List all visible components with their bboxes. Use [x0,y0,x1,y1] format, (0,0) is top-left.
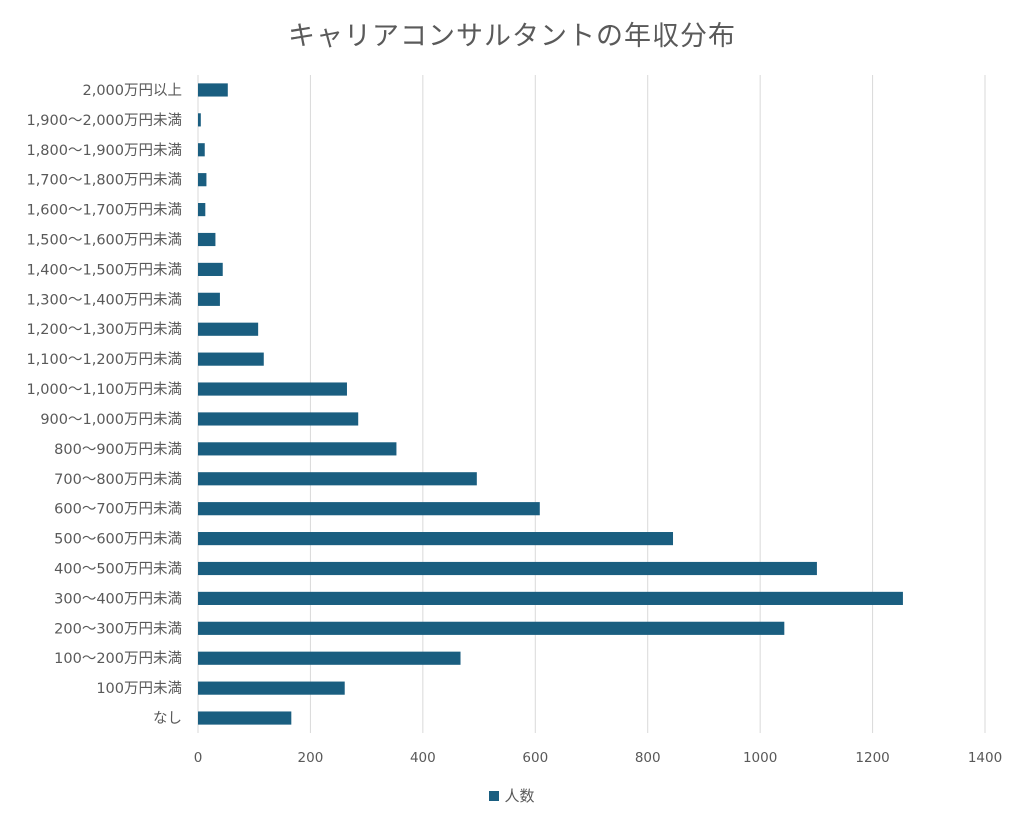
bar [198,591,903,605]
bar [198,532,674,546]
bar [198,113,201,127]
bar [198,561,817,576]
bar [198,203,206,217]
bar [198,232,216,247]
bar [198,711,292,725]
bar [198,322,259,336]
bar [198,262,223,276]
category-label: 1,200〜1,300万円未満 [26,321,182,338]
bar [198,651,461,665]
bar [198,173,207,187]
bar [198,352,264,366]
bar [198,83,228,97]
bar [198,143,205,157]
category-label: 1,400〜1,500万円未満 [26,261,182,278]
category-label: 2,000万円以上 [82,82,182,99]
x-tick-label: 1400 [968,750,1002,766]
x-tick-label: 400 [410,750,436,766]
category-label: 800〜900万円未満 [54,441,182,458]
category-label: 1,800〜1,900万円未満 [26,142,182,159]
legend-label: 人数 [504,787,535,805]
bar [198,502,540,516]
category-label: 600〜700万円未満 [54,501,182,518]
category-label: 1,300〜1,400万円未満 [26,291,182,308]
x-tick-label: 0 [194,750,203,766]
x-tick-label: 600 [522,750,548,766]
bar [198,621,785,635]
category-label: 1,900〜2,000万円未満 [26,112,182,129]
bar [198,442,397,456]
legend: 人数 [0,785,1024,806]
legend-swatch [489,791,500,801]
category-labels: 2,000万円以上 1,900〜2,000万円未満 1,800〜1,900万円未満 1… [26,82,182,727]
category-label: 400〜500万円未満 [54,561,182,578]
category-label: 200〜300万円未満 [54,620,182,637]
category-label: 300〜400万円未満 [54,590,182,607]
x-tick-label: 200 [298,750,324,766]
bar [198,472,477,486]
category-label: 1,600〜1,700万円未満 [26,202,182,219]
bar [198,681,345,695]
category-label: 1,000〜1,100万円未満 [26,381,182,398]
category-label: 900〜1,000万円未満 [40,411,182,428]
category-label: 700〜800万円未満 [54,471,182,488]
category-label: 100〜200万円未満 [54,650,182,667]
x-tick-label: 1000 [743,750,777,766]
bar [198,412,359,426]
chart-title: キャリアコンサルタントの年収分布 [288,21,736,52]
category-label: 100万円未満 [96,680,182,697]
x-tick-labels: 0 200 400 600 800 1000 1200 1400 [194,750,1002,766]
category-label: 1,100〜1,200万円未満 [26,351,182,368]
bar [198,382,347,396]
x-tick-label: 800 [635,750,661,766]
bars [198,83,903,725]
category-label: なし [153,710,182,727]
bar [198,292,220,306]
category-label: 1,700〜1,800万円未満 [26,172,182,189]
x-tick-label: 1200 [855,750,889,766]
category-label: 1,500〜1,600万円未満 [26,232,182,249]
category-label: 500〜600万円未満 [54,531,182,548]
